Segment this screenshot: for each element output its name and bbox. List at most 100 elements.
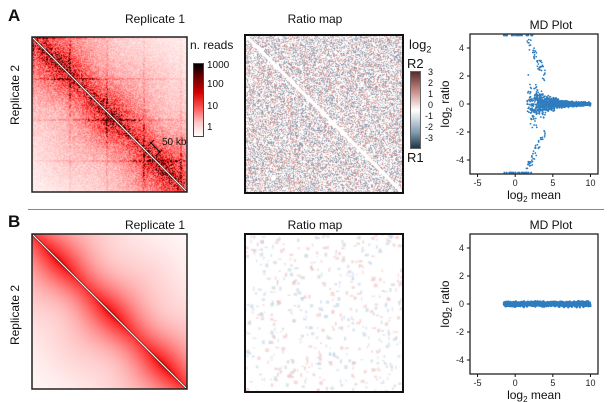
md-point <box>534 50 537 53</box>
md-point <box>531 126 534 129</box>
y-tick-label: -4 <box>456 355 464 365</box>
md-point <box>534 120 536 122</box>
md-point <box>535 154 538 157</box>
md-point <box>552 110 555 112</box>
colorbar-tick: 10 <box>207 101 219 112</box>
x-tick-label: 0 <box>513 178 518 188</box>
md-point <box>531 160 534 163</box>
md-point <box>562 101 565 104</box>
md-point <box>535 110 538 113</box>
md-point <box>533 111 536 114</box>
md-point <box>538 59 541 62</box>
md-point <box>532 152 534 155</box>
md-point <box>549 106 551 108</box>
diagonal-line <box>32 234 187 389</box>
md-point <box>541 136 544 139</box>
md-point <box>533 304 536 307</box>
md-point <box>556 98 558 101</box>
md-point <box>551 102 553 105</box>
md-point <box>567 305 570 309</box>
md-point <box>535 103 538 106</box>
md-point <box>560 107 563 109</box>
ratio-frame <box>244 233 404 393</box>
md-point <box>542 102 545 104</box>
md-point <box>533 124 536 126</box>
md-point <box>564 102 567 105</box>
md-point <box>566 303 569 306</box>
md-point <box>529 112 532 114</box>
y-tick-label: 0 <box>459 299 464 309</box>
md-point <box>531 302 534 305</box>
md-point <box>565 104 568 107</box>
md-point <box>589 102 591 105</box>
md-point <box>532 117 535 120</box>
ratio-colorbar <box>410 71 421 149</box>
md-outlier <box>521 171 524 174</box>
md-point <box>539 303 542 307</box>
md-point <box>535 124 538 127</box>
md-point <box>537 63 540 65</box>
md-point <box>538 146 541 148</box>
md-point <box>580 102 583 105</box>
md-point <box>542 103 545 106</box>
md-point <box>584 303 587 306</box>
md-point <box>530 303 533 306</box>
md-outlier <box>527 171 530 174</box>
md-point <box>529 39 532 41</box>
md-outlier <box>514 171 517 174</box>
md-point <box>527 107 530 110</box>
md-point <box>530 103 533 106</box>
md-point <box>546 100 549 103</box>
md-point <box>552 102 555 105</box>
md-point <box>527 74 530 76</box>
md-point <box>553 106 556 108</box>
colorbar-tick: 1 <box>207 122 213 133</box>
md-point <box>534 86 537 89</box>
x-tick-label: -5 <box>474 378 482 388</box>
ratio-tick: -3 <box>425 133 434 143</box>
md-point <box>552 97 555 100</box>
md-point <box>518 303 522 306</box>
md-point <box>551 100 554 103</box>
md-point <box>579 303 582 307</box>
md-point <box>537 303 540 306</box>
md-outlier <box>525 34 528 37</box>
md-point <box>526 167 529 170</box>
md-point <box>555 101 558 103</box>
md-point <box>544 69 546 72</box>
md-point <box>567 301 570 304</box>
md-point <box>540 100 543 103</box>
hic-heatmap-a <box>31 36 188 193</box>
md-point <box>529 122 532 125</box>
md-point <box>521 304 524 307</box>
md-point <box>557 105 559 108</box>
md-outlier <box>508 171 511 174</box>
md-point <box>569 304 572 308</box>
md-point <box>529 44 532 46</box>
md-point <box>568 105 571 108</box>
panel-divider <box>28 209 604 210</box>
md-point <box>528 99 530 101</box>
md-point <box>534 152 537 154</box>
md-point <box>527 160 530 163</box>
md-point <box>542 78 545 80</box>
md-point <box>534 146 537 149</box>
x-axis-label: log2 mean <box>507 388 561 402</box>
md-point <box>528 103 531 106</box>
md-point <box>557 103 560 106</box>
md-point <box>540 93 543 96</box>
md-point <box>547 105 550 108</box>
ratio-tick: 1 <box>428 89 434 99</box>
md-outlier <box>517 171 520 174</box>
md-point <box>546 98 548 101</box>
md-point <box>557 101 560 104</box>
md-point <box>547 110 550 113</box>
md-point <box>543 79 546 82</box>
md-plot-a: 4 2 0 -2 -4 -5 0 5 10 log2 mean log2 ratio <box>438 33 599 204</box>
heatmap-ylabel-a: Replicate 2 <box>8 64 22 126</box>
colorbar-tick: 100 <box>207 79 224 90</box>
md-point <box>539 106 542 109</box>
md-point <box>535 90 538 93</box>
md-point <box>540 90 543 93</box>
md-point <box>535 55 538 58</box>
